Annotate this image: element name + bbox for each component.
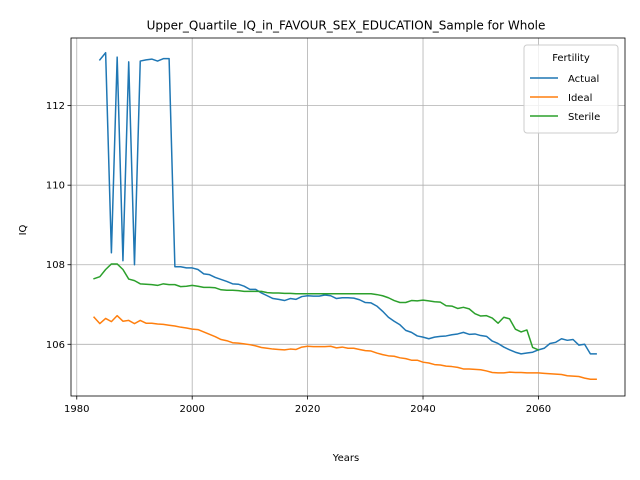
- x-axis-label: Years: [332, 453, 359, 464]
- y-tick-label-0: 106: [46, 340, 65, 351]
- x-tick-label-3: 2040: [410, 404, 435, 415]
- y-tick-label-2: 110: [46, 181, 65, 192]
- series-line-ideal: [93, 314, 597, 381]
- legend-box: [523, 44, 619, 134]
- x-tick-label-4: 2060: [526, 404, 551, 415]
- plot-frame: [70, 37, 626, 397]
- chart-title: Upper_Quartile_IQ_in_FAVOUR_SEX_EDUCATIO…: [147, 19, 546, 33]
- legend-label-ideal: Ideal: [568, 93, 592, 104]
- y-axis-label: IQ: [18, 224, 29, 235]
- x-tick-label-0: 1980: [64, 404, 89, 415]
- legend-label-sterile: Sterile: [568, 112, 600, 123]
- y-axis: 106 108 110 112: [46, 101, 71, 351]
- series-layer: [93, 51, 597, 381]
- x-tick-label-1: 2000: [179, 404, 204, 415]
- x-tick-label-2: 2020: [295, 404, 320, 415]
- series-line-sterile: [93, 263, 540, 351]
- y-tick-label-3: 112: [46, 101, 65, 112]
- legend-label-actual: Actual: [568, 74, 599, 85]
- series-line-actual: [98, 51, 597, 355]
- x-axis: 1980 2000 2020 2040 2060: [64, 396, 551, 415]
- legend-title: Fertility: [552, 53, 590, 64]
- y-tick-label-1: 108: [46, 260, 65, 271]
- legend: Fertility Actual Ideal Sterile: [523, 44, 619, 134]
